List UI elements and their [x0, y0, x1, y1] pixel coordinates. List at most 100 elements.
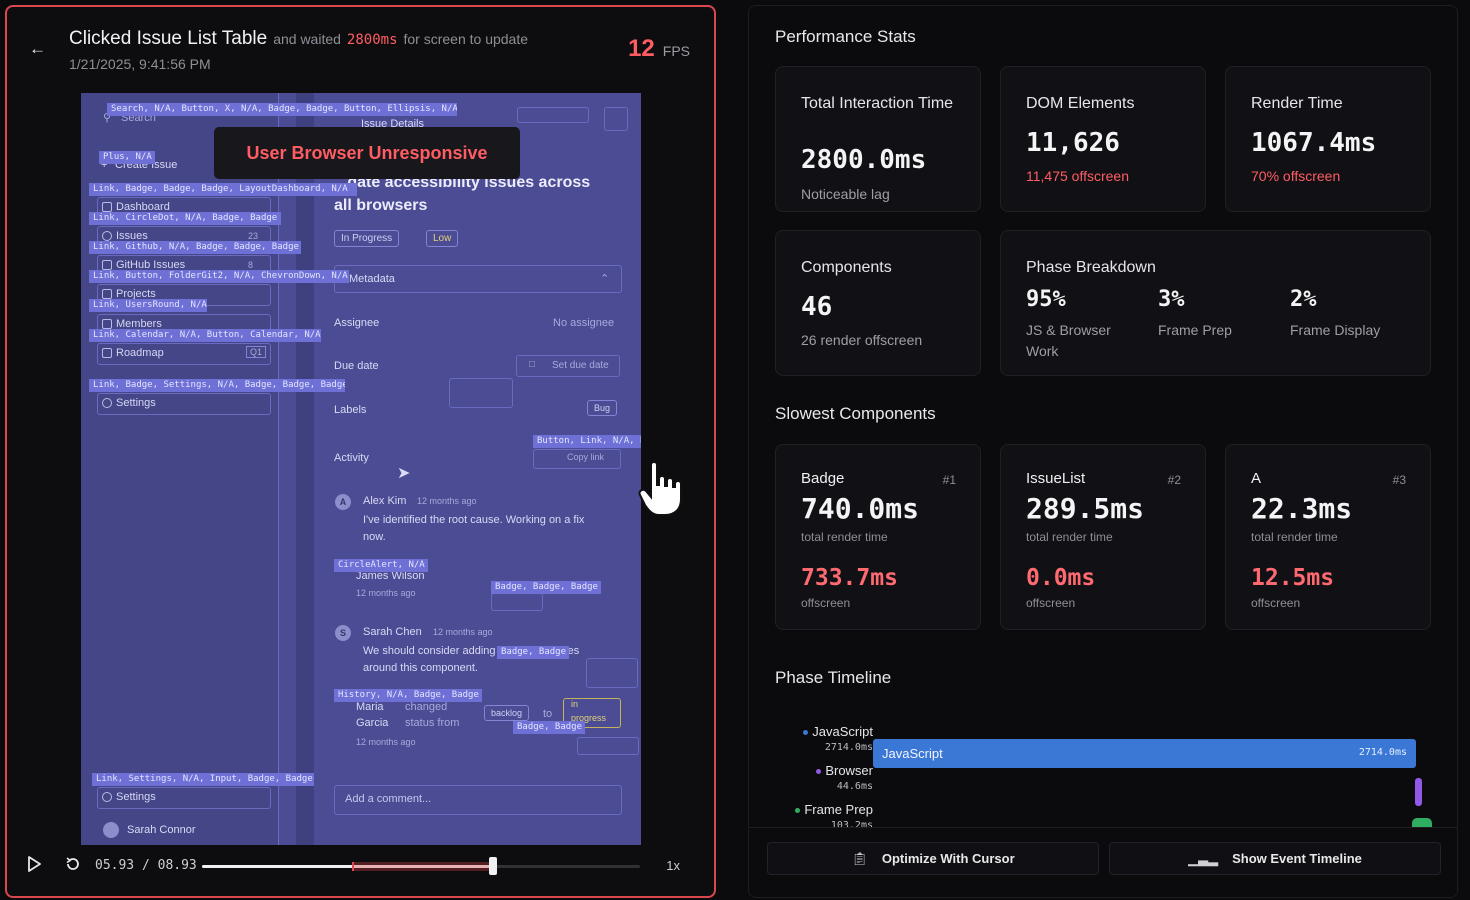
performance-panel: Performance Stats Total Interaction Time…	[748, 5, 1458, 898]
replay-ellipsis-button	[604, 107, 628, 131]
replay-history-author: Garcia	[356, 717, 389, 729]
replay-comment-placeholder: Add a comment...	[345, 793, 432, 805]
overlay-label: Search, N/A, Button, X, N/A, Badge, Badg…	[107, 103, 457, 116]
replay-due-button: Set due date	[552, 360, 609, 371]
replay-comment-time: 12 months ago	[356, 588, 416, 598]
overlay-label: Link, Settings, N/A, Input, Badge, Badge	[92, 773, 314, 786]
restart-icon[interactable]	[65, 856, 81, 872]
slow-component-card[interactable]: Badge #1 740.0ms total render time 733.7…	[775, 444, 981, 630]
stat-value: 1067.4ms	[1251, 128, 1377, 158]
replay-sidebar-item: Roadmap Q1	[97, 343, 271, 365]
waited-prefix: and waited	[273, 31, 341, 47]
replay-assignee-value: No assignee	[553, 317, 615, 329]
replay-status-badge: In Progress	[334, 230, 400, 247]
replay-comment-text: around this component.	[363, 662, 478, 674]
overlay-label: Link, Button, FolderGit2, N/A, ChevronDo…	[89, 270, 349, 283]
stat-card-components: Components 46 26 render offscreen	[775, 230, 981, 376]
replay-to-badge-box	[563, 698, 621, 728]
show-event-timeline-button[interactable]: ▁▃▂ Show Event Timeline	[1109, 842, 1441, 875]
stat-sub: Noticeable lag	[801, 186, 890, 202]
replay-comment-input	[334, 785, 622, 815]
replay-history-action: status from	[405, 717, 460, 729]
overlay-label: Link, UsersRound, N/A	[89, 299, 207, 312]
stat-sub: 70% offscreen	[1251, 168, 1341, 184]
replay-due-label: Due date	[334, 360, 379, 372]
stat-card-dom: DOM Elements 11,626 11,475 offscreen	[1000, 66, 1206, 212]
fps-unit: FPS	[662, 43, 690, 59]
fps-indicator: 12 FPS	[628, 35, 690, 63]
phase-item-frame-display: 2% Frame Display	[1290, 287, 1381, 338]
scrubber-handle[interactable]	[488, 857, 497, 875]
replay-from-badge: backlog	[484, 705, 530, 721]
stat-value: 46	[801, 292, 833, 322]
performance-stats-heading: Performance Stats	[775, 27, 916, 46]
replay-header-box	[517, 107, 589, 123]
replay-calendar-icon: □	[529, 359, 536, 370]
waited-suffix: for screen to update	[403, 31, 529, 47]
replay-history-action: changed	[405, 701, 448, 713]
replay-activity: Activity	[334, 452, 369, 464]
stat-value: 2800.0ms	[801, 145, 927, 175]
session-replay-panel: ← Clicked Issue List Table and waited 2800…	[5, 5, 716, 898]
stat-label: DOM Elements	[1026, 95, 1135, 112]
timeline-row-browser: Browser 44.6ms	[749, 763, 873, 792]
replay-history-time: 12 months ago	[356, 737, 416, 747]
users-icon	[102, 319, 112, 329]
fps-value: 12	[628, 35, 655, 62]
stat-card-render: Render Time 1067.4ms 70% offscreen	[1225, 66, 1431, 212]
replay-pointer-icon: ➤	[397, 465, 411, 482]
stat-sub: 11,475 offscreen	[1026, 168, 1130, 184]
interaction-name: Clicked Issue List Table	[69, 28, 268, 49]
timeline-bar-javascript[interactable]: JavaScript 2714.0ms	[873, 739, 1416, 768]
stat-label: Render Time	[1251, 95, 1343, 112]
legend-dot	[803, 730, 809, 736]
replay-sidebar-item: Settings	[97, 393, 271, 415]
replay-assignee-label: Assignee	[334, 317, 380, 329]
optimize-with-cursor-button[interactable]: 📋︎ Optimize With Cursor	[767, 842, 1099, 875]
lag-region	[352, 862, 493, 871]
replay-metadata: Metadata	[349, 273, 395, 285]
replay-viewport: ⚲ Search + Create Issue Dashboard Issues…	[81, 93, 641, 845]
phase-timeline-heading: Phase Timeline	[775, 668, 892, 687]
timeline-bar-browser[interactable]	[1415, 778, 1422, 806]
replay-user-avatar	[103, 822, 119, 838]
bar-chart-icon: ▁▃▂	[1188, 851, 1219, 866]
overlay-label: CircleAlert, N/A	[334, 559, 428, 572]
replay-history-author: Maria	[356, 701, 384, 713]
overlay-label: Link, Badge, Settings, N/A, Badge, Badge…	[89, 379, 345, 392]
replay-bug-badge: Bug	[587, 400, 618, 416]
overlay-label: Badge, Badge, Badge	[491, 581, 601, 594]
slow-component-card[interactable]: IssueList #2 289.5ms total render time 0…	[1000, 444, 1206, 630]
hand-cursor-icon	[638, 461, 682, 516]
back-arrow-icon[interactable]: ←	[29, 39, 46, 58]
playback-scrubber[interactable]	[202, 857, 640, 875]
legend-dot	[816, 769, 822, 775]
replay-chevron-up-icon: ⌃	[600, 273, 610, 285]
replay-to-badge: progress	[571, 713, 607, 723]
playback-speed[interactable]: 1x	[666, 858, 680, 873]
replay-copy-link-box	[533, 449, 621, 469]
replay-priority-badge: Low	[426, 230, 459, 247]
stat-label: Components	[801, 259, 892, 276]
slow-component-card[interactable]: A #3 22.3ms total render time 12.5ms off…	[1225, 444, 1431, 630]
replay-avatar: A	[335, 494, 351, 510]
player-controls: 05.93 / 08.93 1x	[7, 836, 714, 896]
phase-item-frame-prep: 3% Frame Prep	[1158, 287, 1232, 338]
action-footer: 📋︎ Optimize With Cursor ▁▃▂ Show Event Tim…	[749, 827, 1457, 897]
github-icon	[102, 260, 112, 270]
phase-item-js: 95% JS & Browser Work	[1026, 287, 1111, 359]
play-icon[interactable]	[27, 856, 41, 872]
replay-divider	[296, 93, 314, 845]
playback-time: 05.93 / 08.93	[95, 858, 197, 873]
overlay-label: Link, Badge, Badge, Badge, LayoutDashboa…	[89, 183, 357, 196]
timeline-row-frame-prep: Frame Prep 103.2ms	[749, 802, 873, 831]
replay-label-box	[449, 378, 513, 408]
total-time: 08.93	[157, 858, 197, 873]
replay-badge-box	[586, 658, 638, 688]
replay-to-badge: in	[571, 699, 579, 709]
replay-comment-time: 12 months ago	[433, 627, 493, 637]
replay-comment-text: I've identified the root cause. Working …	[363, 514, 585, 526]
overlay-label: Button, Link, N/A, B	[533, 435, 641, 448]
settings-icon	[102, 792, 112, 802]
overlay-label: Link, CircleDot, N/A, Badge, Badge	[89, 212, 281, 225]
